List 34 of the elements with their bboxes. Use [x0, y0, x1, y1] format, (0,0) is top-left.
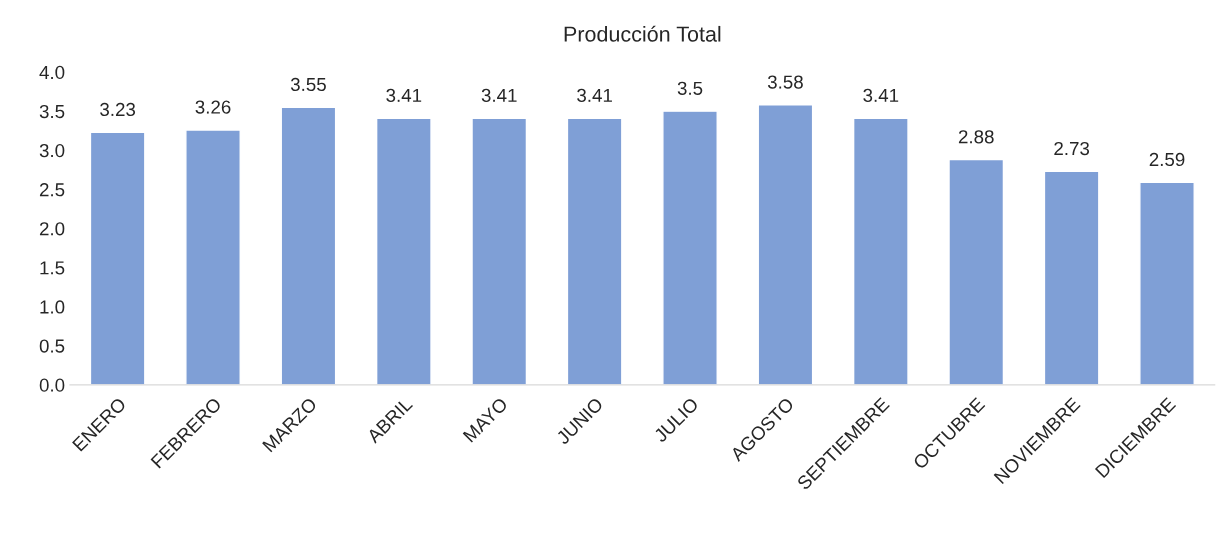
data-label: 3.41 — [577, 88, 612, 103]
data-label: 3.41 — [386, 88, 422, 103]
bar — [1139, 181, 1195, 385]
y-tick-label: 2.0 — [39, 222, 65, 236]
data-label: 3.26 — [195, 100, 231, 114]
data-label: 3.55 — [290, 77, 326, 92]
bar — [89, 131, 146, 385]
bar — [852, 117, 909, 385]
y-tick-label: 0.0 — [39, 378, 65, 392]
y-tick-label: 3.0 — [39, 143, 65, 158]
chart-title: Producción Total — [564, 25, 721, 42]
data-label: 2.59 — [1149, 152, 1185, 167]
data-label: 2.73 — [1054, 141, 1090, 156]
data-label: 2.88 — [958, 130, 994, 144]
bar — [757, 104, 814, 385]
y-tick-label: 1.0 — [40, 300, 65, 314]
data-label: 3.41 — [863, 88, 899, 103]
data-label: 3.5 — [677, 81, 703, 95]
bar — [185, 129, 241, 385]
bar — [566, 117, 623, 385]
bar — [375, 117, 432, 385]
bar — [471, 117, 528, 385]
y-tick-label: 4.0 — [39, 65, 65, 80]
y-tick-label: 2.5 — [39, 183, 65, 197]
bar — [948, 158, 1005, 385]
y-tick-label: 1.5 — [40, 261, 65, 275]
data-label: 3.23 — [100, 102, 136, 117]
y-tick-label: 3.5 — [39, 104, 65, 119]
y-tick-label: 0.5 — [39, 339, 65, 353]
data-label: 3.58 — [767, 75, 803, 89]
bar — [280, 106, 337, 385]
bar — [1043, 170, 1100, 385]
bar — [662, 110, 718, 385]
data-label: 3.41 — [481, 88, 517, 103]
